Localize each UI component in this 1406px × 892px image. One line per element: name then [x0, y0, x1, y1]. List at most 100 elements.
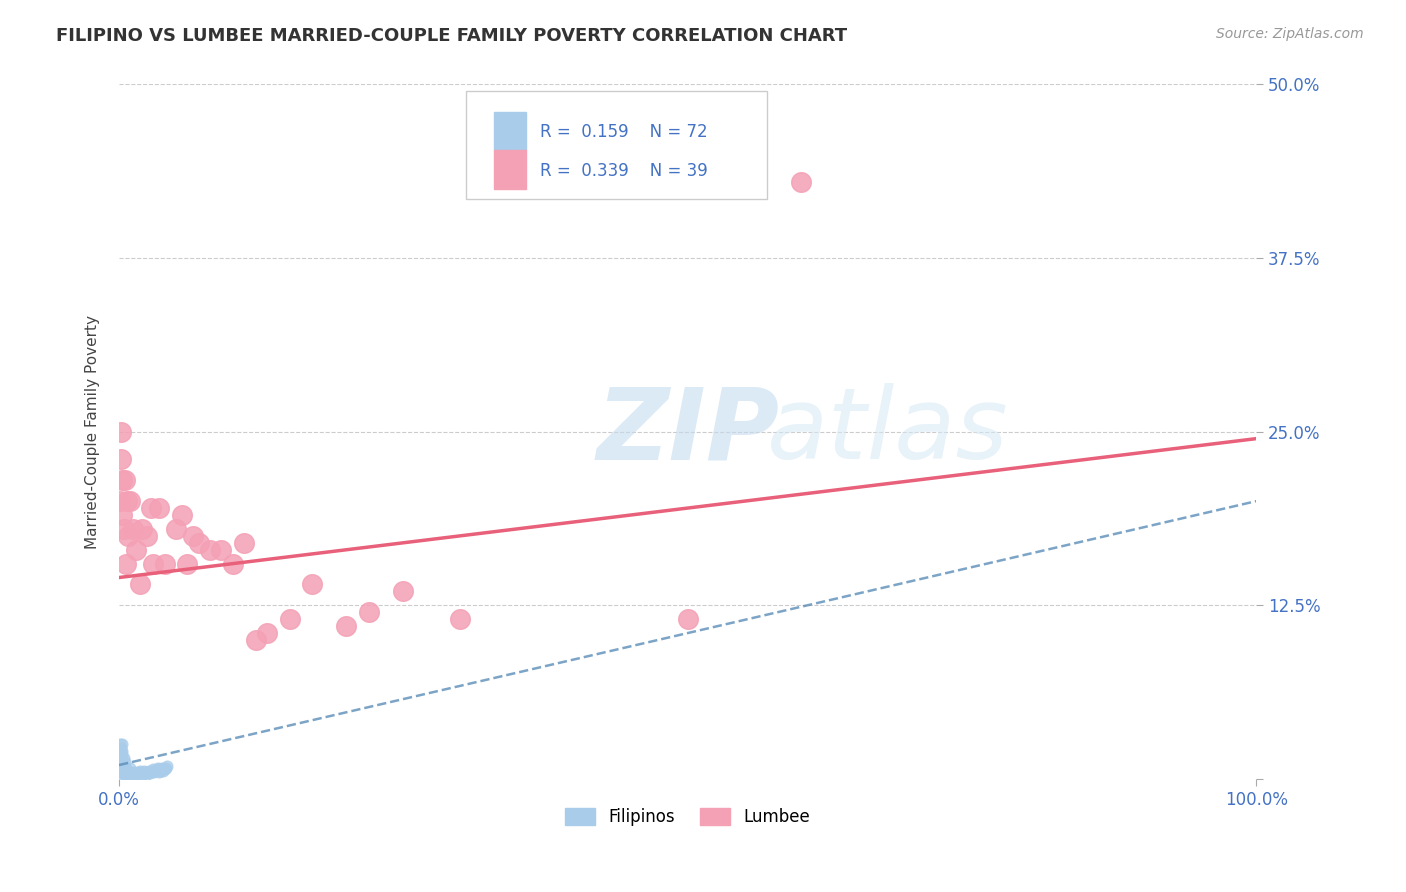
Point: [245, 633, 267, 648]
Point: [121, 768, 143, 782]
Point: [156, 759, 179, 773]
Point: [112, 761, 135, 775]
Point: [111, 756, 134, 770]
Point: [121, 766, 143, 780]
Point: [110, 741, 132, 756]
Point: [117, 764, 139, 779]
Point: [176, 557, 198, 571]
Point: [222, 557, 245, 571]
Point: [139, 766, 162, 780]
Text: FILIPINO VS LUMBEE MARRIED-COUPLE FAMILY POVERTY CORRELATION CHART: FILIPINO VS LUMBEE MARRIED-COUPLE FAMILY…: [56, 27, 848, 45]
Point: [110, 425, 132, 439]
Point: [111, 751, 134, 765]
Point: [148, 501, 170, 516]
Point: [111, 758, 134, 772]
Point: [155, 761, 177, 775]
Point: [128, 577, 150, 591]
Point: [198, 542, 221, 557]
Point: [120, 764, 142, 779]
Point: [111, 473, 134, 487]
FancyBboxPatch shape: [465, 91, 768, 199]
Point: [112, 522, 135, 536]
Point: [134, 766, 156, 780]
Point: [114, 473, 136, 487]
Point: [142, 762, 165, 776]
Point: [108, 744, 131, 758]
Point: [145, 762, 167, 776]
Point: [124, 766, 146, 780]
Point: [115, 766, 138, 780]
Point: [153, 762, 176, 776]
Point: [112, 768, 135, 782]
Point: [131, 768, 153, 782]
Point: [392, 584, 415, 599]
Point: [114, 756, 136, 770]
Point: [676, 612, 699, 626]
Point: [118, 766, 141, 780]
Point: [108, 494, 131, 508]
Point: [115, 557, 138, 571]
Point: [108, 751, 131, 765]
Point: [110, 756, 132, 770]
Point: [153, 557, 176, 571]
Point: [209, 542, 232, 557]
Point: [115, 494, 138, 508]
Point: [136, 764, 159, 779]
Point: [115, 764, 138, 779]
Point: [108, 758, 131, 772]
Point: [120, 761, 142, 775]
Point: [790, 175, 813, 189]
Point: [128, 764, 150, 778]
Point: [112, 751, 135, 765]
Point: [138, 764, 160, 778]
Point: [146, 761, 169, 775]
Point: [143, 764, 166, 779]
Point: [114, 761, 136, 775]
Point: [110, 761, 132, 775]
Point: [110, 758, 132, 772]
Point: [136, 529, 159, 543]
Point: [120, 494, 142, 508]
Point: [181, 529, 204, 543]
Point: [115, 761, 138, 775]
Point: [111, 764, 134, 778]
Point: [129, 766, 152, 780]
Point: [335, 619, 357, 633]
Y-axis label: Married-Couple Family Poverty: Married-Couple Family Poverty: [86, 315, 100, 549]
Point: [110, 764, 132, 779]
Point: [117, 529, 139, 543]
Point: [256, 626, 278, 640]
Point: [122, 764, 145, 779]
Point: [125, 542, 148, 557]
Point: [150, 761, 173, 775]
Point: [131, 522, 153, 536]
Point: [141, 764, 163, 778]
Point: [233, 536, 256, 550]
Point: [111, 766, 134, 780]
Point: [127, 764, 149, 779]
Point: [120, 768, 142, 782]
Point: [111, 508, 134, 522]
Text: Source: ZipAtlas.com: Source: ZipAtlas.com: [1216, 27, 1364, 41]
Point: [114, 766, 136, 780]
Point: [112, 758, 135, 772]
Point: [187, 536, 209, 550]
Point: [111, 744, 134, 758]
Point: [110, 452, 132, 467]
Point: [110, 747, 132, 761]
Point: [139, 501, 162, 516]
Point: [125, 768, 148, 782]
Point: [111, 761, 134, 775]
Point: [165, 522, 187, 536]
Point: [111, 747, 134, 761]
Point: [150, 762, 173, 776]
Point: [117, 768, 139, 782]
Point: [301, 577, 323, 591]
Point: [110, 751, 132, 765]
Point: [115, 764, 138, 778]
Legend: Filipinos, Lumbee: Filipinos, Lumbee: [558, 802, 817, 833]
Point: [152, 764, 174, 778]
Point: [139, 764, 162, 779]
FancyBboxPatch shape: [495, 112, 526, 151]
Point: [149, 764, 172, 778]
